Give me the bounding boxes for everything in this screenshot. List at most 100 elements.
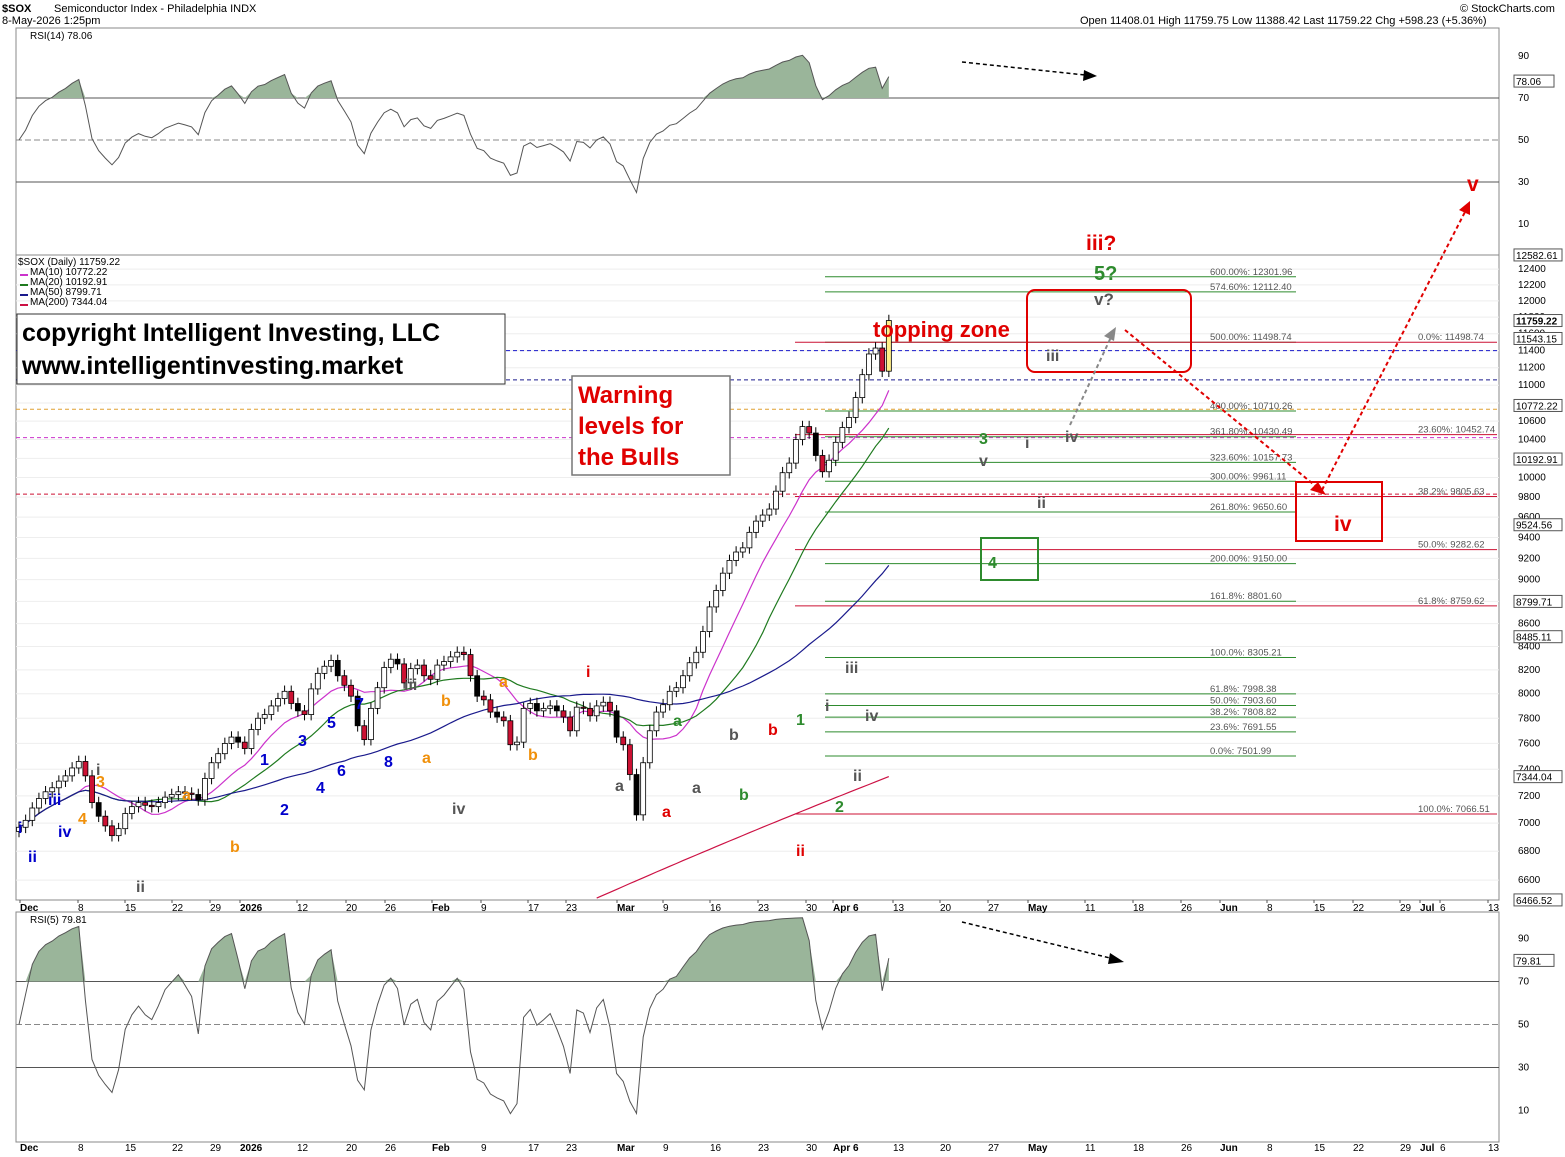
wave-label: i: [96, 762, 100, 779]
price-marker: [1513, 398, 1563, 412]
x-tick-label-bottom: 20: [346, 1143, 358, 1154]
candle: [82, 761, 89, 777]
price-marker: [1513, 314, 1563, 328]
x-tick-label-bottom: 6: [1440, 1143, 1446, 1154]
fib-retracement-label: 38.2%: 9805.63: [1418, 487, 1485, 498]
rsi14-divergence-line: [961, 61, 1086, 76]
wave-label: iii?: [1086, 232, 1116, 255]
candle: [36, 798, 42, 809]
rsi-tick-label: 70: [1518, 93, 1530, 104]
price-marker-label: 12582.61: [1516, 251, 1558, 262]
wave-label: b: [441, 693, 451, 710]
x-axis: DecDec8815152222292920262026121220202626…: [19, 900, 1500, 1154]
legend-swatch: [20, 294, 28, 296]
x-tick-label: 23: [566, 903, 578, 914]
legend-swatch: [20, 304, 28, 306]
candle: [866, 353, 872, 376]
copyright-line1: copyright Intelligent Investing, LLC: [22, 319, 440, 347]
price-marker-label: 6466.52: [1516, 896, 1553, 907]
y-tick-label: 8200: [1518, 665, 1541, 676]
rsi-last-label: 78.06: [1516, 77, 1541, 88]
price-marker-label: 10772.22: [1516, 401, 1558, 412]
x-tick-label-bottom: 13: [1488, 1143, 1500, 1154]
fib-extension-label: 323.60%: 10157.73: [1210, 452, 1292, 463]
projection-arrow-up-long: [1321, 209, 1467, 491]
rsi-tick-label: 30: [1518, 177, 1530, 188]
wave-labels: iiiiiiiviii34ab12345678iiiivbaabiaaaabbb…: [18, 173, 1479, 896]
candle: [168, 794, 175, 798]
wave-label: iii: [1046, 348, 1059, 365]
wave-label: iv: [452, 801, 465, 818]
x-tick-label: 26: [1181, 903, 1193, 914]
ohlc-readout: Open 11408.01 High 11759.75 Low 11388.42…: [1080, 15, 1487, 27]
wave-label: i: [18, 820, 22, 837]
candle: [839, 427, 846, 443]
candle: [587, 707, 593, 717]
y-tick-label: 9000: [1518, 575, 1541, 586]
x-tick-label: 18: [1133, 903, 1145, 914]
wave-label: iii: [845, 660, 858, 677]
price-marker: [1513, 518, 1563, 532]
ma20-line: [18, 427, 890, 828]
candle: [500, 716, 507, 722]
candle: [520, 707, 527, 743]
candle: [441, 661, 447, 666]
y-tick-label: 6600: [1518, 875, 1541, 886]
rsi-last-label: 79.81: [1516, 956, 1541, 967]
candle: [719, 572, 726, 591]
wave-label: b: [528, 747, 538, 764]
candle: [454, 651, 461, 658]
fib-extension-label: 161.8%: 8801.60: [1210, 591, 1282, 602]
rsi-tick-label: 90: [1518, 51, 1530, 62]
candle: [879, 347, 886, 372]
candle: [235, 736, 242, 743]
wave-label: 3: [96, 774, 105, 791]
y-tick-label: 12200: [1518, 280, 1546, 291]
fib-extension-label: 400.00%: 10710.26: [1210, 401, 1292, 412]
candle: [321, 665, 328, 674]
candle: [487, 699, 494, 713]
candle: [109, 825, 115, 837]
candle: [261, 714, 268, 719]
x-tick-label-bottom: 18: [1133, 1143, 1145, 1154]
candle: [281, 690, 288, 699]
candle: [447, 656, 454, 662]
x-tick-label: 6: [1440, 903, 1446, 914]
x-tick-label-bottom: 23: [758, 1143, 770, 1154]
candle: [328, 660, 334, 667]
warning-line2: levels for: [578, 413, 683, 440]
candle: [148, 804, 155, 808]
x-tick-label: 16: [710, 903, 722, 914]
candle: [248, 729, 255, 749]
x-tick-label: 27: [988, 903, 1000, 914]
candle: [241, 741, 248, 749]
candle: [680, 675, 686, 689]
fib-extension-label: 600.00%: 12301.96: [1210, 267, 1292, 278]
copyright-line2: www.intelligentinvesting.market: [21, 352, 404, 380]
wave-label: a: [422, 750, 431, 767]
candle: [494, 711, 500, 718]
candle: [208, 762, 215, 779]
candle: [354, 695, 361, 727]
candle: [799, 426, 806, 440]
price-marker-label: 11759.22: [1516, 317, 1558, 328]
wave-label: b: [739, 787, 749, 804]
candle: [75, 761, 82, 769]
candle: [773, 490, 779, 510]
rsi-overbought-fill: [19, 917, 889, 982]
x-tick-label-bottom: 22: [1353, 1143, 1365, 1154]
candle: [514, 741, 520, 746]
x-tick-label: 12: [297, 903, 309, 914]
wave-label: v: [1467, 173, 1479, 196]
wave-label: 4: [988, 555, 997, 572]
candle: [560, 710, 567, 718]
candle: [255, 717, 261, 730]
x-tick-label-bottom: 22: [172, 1143, 184, 1154]
candle: [553, 705, 560, 712]
wave-label: 3: [979, 431, 988, 448]
x-tick-label: Mar: [617, 903, 635, 914]
x-tick-label: 9: [663, 903, 669, 914]
x-tick-label-bottom: 17: [528, 1143, 540, 1154]
candle: [268, 705, 275, 715]
x-tick-label-bottom: 27: [988, 1143, 1000, 1154]
